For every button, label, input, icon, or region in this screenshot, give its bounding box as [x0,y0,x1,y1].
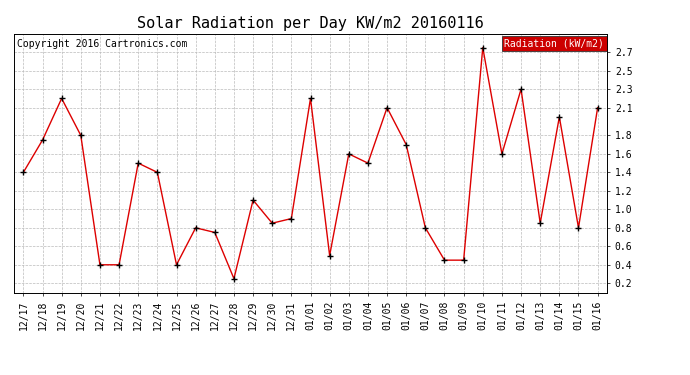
Text: Radiation (kW/m2): Radiation (kW/m2) [504,39,604,49]
Title: Solar Radiation per Day KW/m2 20160116: Solar Radiation per Day KW/m2 20160116 [137,16,484,31]
Text: Copyright 2016 Cartronics.com: Copyright 2016 Cartronics.com [17,39,187,49]
